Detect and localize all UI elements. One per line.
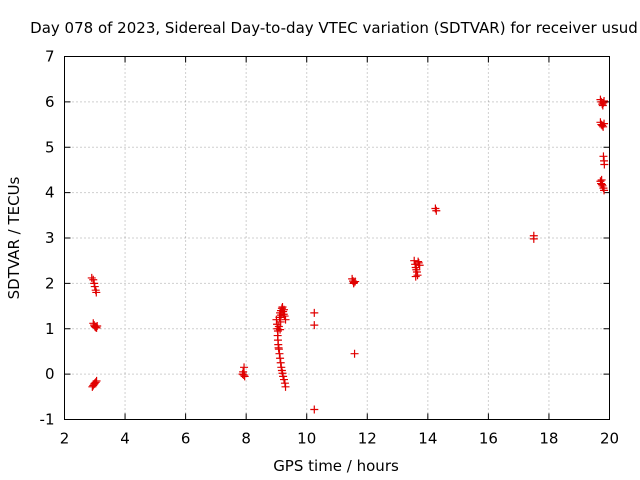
data-point (600, 119, 609, 128)
grid (64, 56, 610, 420)
data-point (599, 98, 608, 107)
data-point (276, 358, 285, 367)
y-tick-label: 1 (45, 320, 55, 338)
data-point (281, 315, 290, 324)
data-point (276, 354, 285, 363)
data-point (89, 275, 98, 284)
data-point (240, 372, 249, 381)
x-tick-label: 20 (600, 430, 619, 448)
data-point (276, 311, 285, 320)
data-point (87, 273, 96, 282)
y-tick-label: 4 (45, 184, 55, 202)
data-point (349, 279, 358, 288)
data-point (413, 271, 422, 280)
x-tick-label: 2 (60, 430, 70, 448)
x-axis-label: GPS time / hours (273, 457, 399, 475)
data-point (91, 378, 100, 387)
y-axis-label: SDTVAR / TECUs (5, 176, 23, 299)
x-tick-label: 12 (358, 430, 377, 448)
data-point (310, 321, 319, 330)
data-point (276, 325, 285, 334)
x-tick-label: 10 (297, 430, 316, 448)
y-tick-label: 3 (45, 229, 55, 247)
data-point (597, 175, 606, 184)
axis-ticks (64, 56, 610, 420)
data-point (600, 186, 609, 195)
y-tick-label: 0 (45, 365, 55, 383)
x-tick-label: 18 (539, 430, 558, 448)
x-tick-label: 4 (120, 430, 130, 448)
data-point (600, 96, 609, 105)
data-point (350, 349, 359, 358)
data-point (275, 349, 284, 358)
data-point (600, 160, 609, 169)
data-point (310, 308, 319, 317)
data-point (240, 363, 249, 372)
data-point (598, 121, 607, 130)
x-tick-label: 14 (418, 430, 437, 448)
data-point (90, 282, 99, 291)
data-point (280, 375, 289, 384)
data-point (415, 261, 424, 270)
data-point (411, 272, 420, 281)
y-tick-label: 5 (45, 138, 55, 156)
data-point (410, 256, 419, 265)
data-point (276, 317, 285, 326)
data-point (599, 152, 608, 161)
data-point (274, 345, 283, 354)
data-points (87, 95, 609, 414)
data-point (432, 206, 441, 215)
data-point (280, 379, 289, 388)
data-point (529, 234, 538, 243)
data-point (351, 277, 360, 286)
data-point (92, 376, 101, 385)
x-tick-label: 8 (241, 430, 251, 448)
data-point (280, 312, 289, 321)
data-point (92, 323, 101, 332)
x-tick-label: 6 (181, 430, 191, 448)
data-point (281, 382, 290, 391)
x-tick-label: 16 (479, 430, 498, 448)
y-tick-label: -1 (40, 411, 55, 429)
y-tick-label: 6 (45, 93, 55, 111)
data-point (92, 288, 101, 297)
data-point (93, 322, 102, 331)
data-point (310, 405, 319, 414)
data-point (414, 257, 423, 266)
data-point (280, 305, 289, 314)
y-tick-label: 7 (45, 48, 55, 66)
data-point (239, 367, 248, 376)
y-tick-label: 2 (45, 274, 55, 292)
chart-title: Day 078 of 2023, Sidereal Day-to-day VTE… (30, 19, 638, 37)
